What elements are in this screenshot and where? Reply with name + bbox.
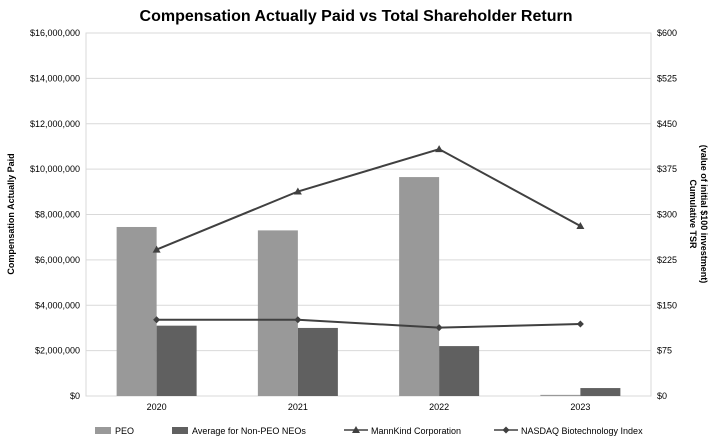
bar-peo: [399, 177, 440, 396]
plot-area-border: [85, 32, 652, 397]
legend-swatch-average-for-non-peo-neos: [172, 427, 188, 434]
y2-tick-label: $375: [657, 164, 677, 174]
y2-axis-title-line1: Cumulative TSR: [688, 179, 698, 249]
bar-peo: [116, 226, 157, 396]
y-tick-label: $2,000,000: [35, 346, 80, 356]
legend-swatch-peo: [95, 427, 111, 434]
marker-nasdaq-biotechnology-index: [294, 316, 302, 324]
legend-label-nasdaq-biotechnology-index: NASDAQ Biotechnology Index: [521, 426, 643, 436]
bar-peo: [540, 394, 581, 396]
x-axis-ticks: 2020 2021 2022 2023: [147, 402, 591, 412]
marker-nasdaq-biotechnology-index: [576, 320, 584, 328]
marker-mannkind-corporation: [152, 245, 161, 253]
x-tick-label: 2023: [570, 402, 590, 412]
y-tick-label: $6,000,000: [35, 255, 80, 265]
line-nasdaq-biotechnology-index: [156, 318, 581, 329]
y-tick-label: $12,000,000: [30, 119, 80, 129]
x-tick-label: 2020: [147, 402, 167, 412]
legend-marker-mannkind-corporation: [352, 426, 360, 433]
legend-label-peo: PEO: [115, 426, 134, 436]
chart-title: Compensation Actually Paid vs Total Shar…: [140, 8, 573, 25]
bar-average-for-non-peo-neos: [156, 325, 197, 396]
bar-average-for-non-peo-neos: [297, 327, 338, 396]
y-tick-label: $0: [70, 391, 80, 401]
bar-peo: [257, 230, 298, 396]
marker-mannkind-corporation: [576, 221, 585, 229]
line-mannkind-corporation: [156, 148, 581, 251]
marker-nasdaq-biotechnology-index: [435, 324, 443, 332]
y-tick-label: $10,000,000: [30, 164, 80, 174]
marker-nasdaq-biotechnology-index: [153, 316, 161, 324]
y-tick-label: $4,000,000: [35, 300, 80, 310]
y-tick-label: $16,000,000: [30, 28, 80, 38]
legend: PEO Average for Non-PEO NEOs MannKind Corp…: [95, 426, 643, 436]
y2-tick-label: $0: [657, 391, 667, 401]
y2-tick-label: $150: [657, 300, 677, 310]
y2-tick-label: $450: [657, 119, 677, 129]
y2-tick-label: $600: [657, 28, 677, 38]
marker-mannkind-corporation: [435, 145, 444, 153]
x-tick-label: 2022: [429, 402, 449, 412]
marker-mannkind-corporation: [293, 187, 302, 195]
x-tick-label: 2021: [288, 402, 308, 412]
y2-tick-label: $225: [657, 255, 677, 265]
bar-series-group: [116, 177, 621, 396]
y-axis-title: Compensation Actually Paid: [6, 153, 16, 274]
legend-label-average-for-non-peo-neos: Average for Non-PEO NEOs: [192, 426, 306, 436]
y-tick-label: $8,000,000: [35, 210, 80, 220]
y2-tick-label: $525: [657, 73, 677, 83]
legend-marker-nasdaq-biotechnology-index: [502, 426, 510, 434]
left-axis-ticks: $0 $2,000,000 $4,000,000 $6,000,000 $8,000,0…: [30, 28, 80, 401]
y2-tick-label: $300: [657, 210, 677, 220]
y-tick-label: $14,000,000: [30, 73, 80, 83]
right-axis-ticks: $0 $75 $150 $225 $300 $375 $450 $525 $600: [657, 28, 677, 401]
y2-axis-title-line2: (value of initial $100 investment): [699, 145, 709, 284]
bar-average-for-non-peo-neos: [580, 388, 621, 396]
legend-label-mannkind-corporation: MannKind Corporation: [371, 426, 461, 436]
y2-tick-label: $75: [657, 346, 672, 356]
line-series-group: [152, 145, 585, 332]
bar-average-for-non-peo-neos: [439, 346, 480, 396]
